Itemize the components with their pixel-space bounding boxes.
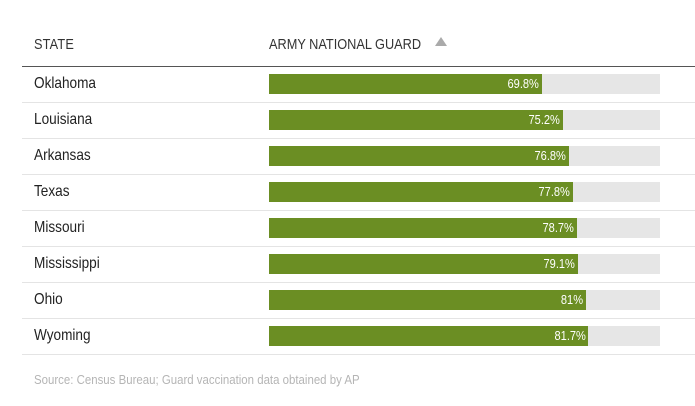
bar-value-label: 77.8% [538, 184, 571, 199]
data-table: STATE ARMY NATIONAL GUARD Oklahoma 69.8% L… [22, 26, 695, 355]
bar-value-label: 81.7% [554, 328, 586, 343]
state-name: Missouri [34, 219, 85, 236]
bar-track: 81.7% [269, 326, 660, 346]
state-name: Louisiana [34, 111, 93, 128]
bar-value-label: 81% [560, 292, 583, 307]
bar-track: 79.1% [269, 254, 660, 274]
source-note: Source: Census Bureau; Guard vaccination… [34, 372, 360, 387]
bar-value-label: 75.2% [528, 112, 561, 127]
bar-track: 75.2% [269, 110, 660, 130]
bar-track: 78.7% [269, 218, 660, 238]
bar-track: 69.8% [269, 74, 660, 94]
bar-value-label: 69.8% [507, 76, 539, 91]
column-header-state[interactable]: STATE [34, 36, 75, 53]
column-header-army-national-guard[interactable]: ARMY NATIONAL GUARD [269, 36, 448, 53]
state-name: Ohio [34, 291, 63, 308]
bar-value-label: 79.1% [543, 256, 576, 271]
table-row: Wyoming 81.7% [22, 319, 695, 355]
state-name: Mississippi [34, 255, 100, 272]
bar: 78.7% [269, 218, 577, 238]
table-row: Missouri 78.7% [22, 211, 695, 247]
table-header: STATE ARMY NATIONAL GUARD [22, 26, 695, 67]
bar: 76.8% [269, 146, 570, 166]
table-row: Texas 77.8% [22, 175, 695, 211]
bar-value-label: 76.8% [534, 148, 567, 163]
state-name: Oklahoma [34, 75, 96, 92]
bar-track: 76.8% [269, 146, 660, 166]
triangle-up-icon[interactable] [435, 37, 447, 46]
bar: 81% [269, 290, 586, 310]
state-name: Arkansas [34, 147, 91, 164]
bar-track: 81% [269, 290, 660, 310]
state-name: Wyoming [34, 327, 91, 344]
table-row: Mississippi 79.1% [22, 247, 695, 283]
bar: 69.8% [269, 74, 542, 94]
column-header-label: ARMY NATIONAL GUARD [269, 36, 422, 53]
bar-value-label: 78.7% [542, 220, 574, 235]
table-body: Oklahoma 69.8% Louisiana 75.2% Arkansas 76.8%… [22, 67, 695, 355]
bar: 77.8% [269, 182, 574, 202]
table-row: Louisiana 75.2% [22, 103, 695, 139]
table-row: Arkansas 76.8% [22, 139, 695, 175]
table-row: Oklahoma 69.8% [22, 67, 695, 103]
table-row: Ohio 81% [22, 283, 695, 319]
bar: 79.1% [269, 254, 579, 274]
bar: 81.7% [269, 326, 589, 346]
bar: 75.2% [269, 110, 564, 130]
bar-track: 77.8% [269, 182, 660, 202]
state-name: Texas [34, 183, 70, 200]
